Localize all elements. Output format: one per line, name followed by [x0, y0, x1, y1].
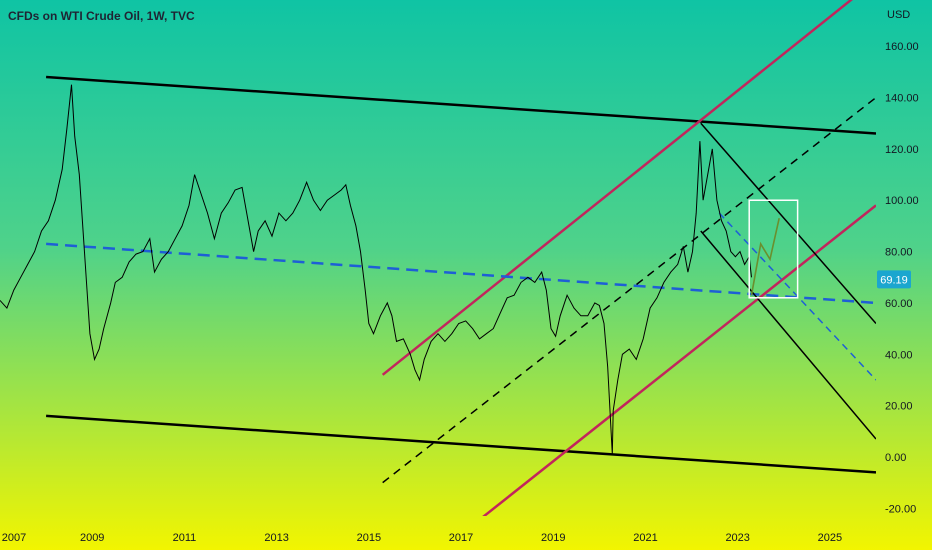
x-axis-ticks: 2007 2009 2011 2013 2015 2017 2019 2021 2023 2025 — [2, 532, 842, 544]
y-tick-label: 80.00 — [885, 247, 913, 259]
price-series-line — [0, 84, 752, 455]
currency-label: USD — [887, 9, 910, 21]
trendline-descending-lower — [700, 230, 876, 440]
y-tick-label: 120.00 — [885, 144, 919, 156]
last-price-tag: 69.19 — [877, 270, 911, 289]
x-tick-label: 2015 — [357, 532, 381, 544]
y-tick-label: 0.00 — [885, 452, 906, 464]
chart-title: CFDs on WTI Crude Oil, 1W, TVC — [8, 9, 195, 23]
projection-box — [748, 199, 799, 299]
y-tick-label: 60.00 — [885, 298, 913, 310]
plot-area[interactable] — [0, 0, 899, 542]
x-tick-label: 2019 — [541, 532, 565, 544]
trendline-blue-dashed — [46, 242, 876, 305]
y-tick-label: 140.00 — [885, 93, 919, 105]
x-tick-label: 2025 — [818, 532, 842, 544]
x-tick-label: 2017 — [449, 532, 473, 544]
x-tick-label: 2013 — [264, 532, 288, 544]
trendline-magenta-upper — [381, 0, 853, 376]
trendline-descending-upper — [700, 122, 876, 324]
trendline-channel-bottom — [46, 414, 876, 474]
y-tick-label: 100.00 — [885, 195, 919, 207]
last-price-tag-text: 69.19 — [880, 274, 908, 286]
trendline-channel-top — [46, 75, 876, 135]
y-tick-label: 160.00 — [885, 41, 919, 53]
y-axis-ticks: 160.00 140.00 120.00 100.00 80.00 60.00 40.00 2… — [885, 41, 919, 515]
last-price-tag-background — [877, 270, 911, 289]
projection-path — [750, 218, 780, 296]
trendline-magenta-lower — [482, 204, 876, 516]
y-tick-label: -20.00 — [885, 503, 916, 515]
x-tick-label: 2007 — [2, 532, 26, 544]
y-tick-label: 20.00 — [885, 401, 913, 413]
y-tick-label: 40.00 — [885, 349, 913, 361]
x-tick-label: 2011 — [173, 532, 197, 544]
x-tick-label: 2009 — [80, 532, 104, 544]
x-tick-label: 2021 — [633, 532, 657, 544]
trendline-black-dashed — [382, 96, 876, 484]
x-tick-label: 2023 — [725, 532, 749, 544]
